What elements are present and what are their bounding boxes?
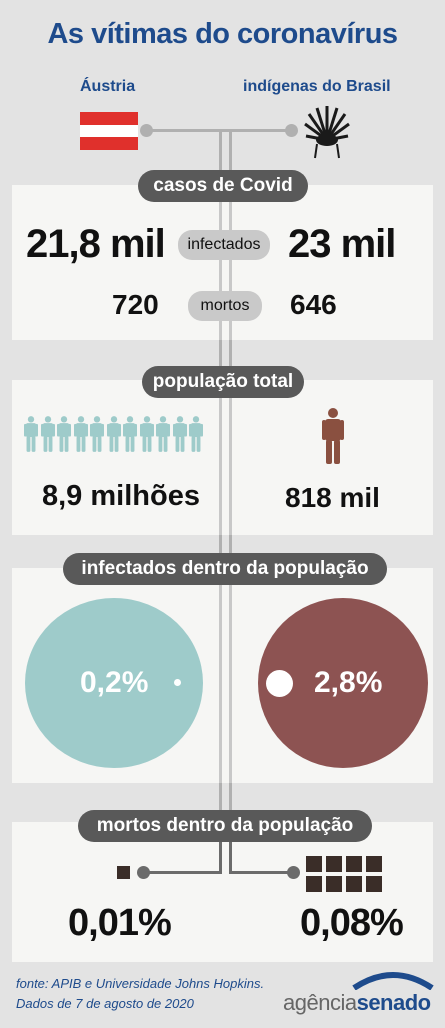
austria-infected-circle xyxy=(25,598,203,768)
person-icon xyxy=(156,416,170,452)
indigenous-headdress-icon xyxy=(304,106,350,159)
austria-people-icons xyxy=(24,406,204,464)
person-icon xyxy=(73,416,88,452)
infected-share-heading: infectados dentro da população xyxy=(63,553,387,585)
logo-part1: agência xyxy=(283,990,357,1015)
austria-infected-pct: 0,2% xyxy=(80,666,149,699)
austria-deaths: 720 xyxy=(112,289,159,320)
person-icon xyxy=(40,416,55,452)
austria-deaths-square xyxy=(117,866,130,879)
indigenous-deaths: 646 xyxy=(290,289,337,320)
indigenous-label: indígenas do Brasil xyxy=(243,78,391,95)
austria-infected-dot xyxy=(174,679,181,686)
death-square xyxy=(346,876,362,892)
footer-date: Dados de 7 de agosto de 2020 xyxy=(16,996,194,1011)
austria-deaths-pct: 0,01% xyxy=(68,902,172,944)
cases-heading: casos de Covid xyxy=(138,170,308,202)
connector-dot-right xyxy=(285,124,298,137)
austria-infected: 21,8 mil xyxy=(26,222,166,266)
death-square xyxy=(326,856,342,872)
connector-dot-left xyxy=(140,124,153,137)
indigenous-deaths-squares xyxy=(306,856,388,892)
austria-flag-icon xyxy=(80,112,138,150)
deaths-label: mortos xyxy=(188,291,262,321)
vertical-line-left-bottom xyxy=(219,842,222,873)
death-square xyxy=(326,876,342,892)
indigenous-deaths-pct: 0,08% xyxy=(300,902,404,944)
death-square xyxy=(366,876,382,892)
logo-arc-icon xyxy=(352,972,434,990)
person-icon xyxy=(123,416,137,452)
vertical-line-p3 xyxy=(219,568,232,783)
connector-bottom-dot-right xyxy=(287,866,300,879)
population-panel xyxy=(12,380,433,535)
person-icon xyxy=(106,416,121,452)
vertical-line-p1 xyxy=(219,185,232,340)
indigenous-infected-dot xyxy=(266,670,293,697)
death-square xyxy=(306,876,322,892)
indigenous-population: 818 mil xyxy=(285,482,380,513)
person-icon xyxy=(90,416,104,452)
vertical-line-right-bottom xyxy=(229,842,232,873)
connector-bottom-dot-left xyxy=(137,866,150,879)
person-icon xyxy=(24,416,38,452)
vertical-line-p2 xyxy=(219,380,232,535)
death-square xyxy=(306,856,322,872)
connector-top-left xyxy=(147,129,290,132)
deaths-share-heading: mortos dentro da população xyxy=(78,810,372,842)
infected-label: infectados xyxy=(178,230,270,260)
deaths-share-panel xyxy=(12,822,433,962)
logo: agênciasenado xyxy=(283,990,431,1016)
footer-source: fonte: APIB e Universidade Johns Hopkins… xyxy=(16,976,265,991)
indigenous-infected-pct: 2,8% xyxy=(314,666,383,699)
person-icon xyxy=(172,416,187,452)
death-square xyxy=(366,856,382,872)
connector-bottom-left xyxy=(142,871,222,874)
population-heading: população total xyxy=(142,366,304,398)
death-square xyxy=(346,856,362,872)
logo-part2: senado xyxy=(356,990,432,1015)
austria-label: Áustria xyxy=(80,78,136,95)
indigenous-infected: 23 mil xyxy=(288,222,396,266)
person-icon xyxy=(57,416,71,452)
person-icon xyxy=(139,416,154,452)
austria-population: 8,9 milhões xyxy=(42,480,200,512)
connector-bottom-right xyxy=(229,871,293,874)
person-icon xyxy=(322,408,344,464)
person-icon xyxy=(189,416,203,452)
page-title: As vítimas do coronavírus xyxy=(47,18,398,50)
